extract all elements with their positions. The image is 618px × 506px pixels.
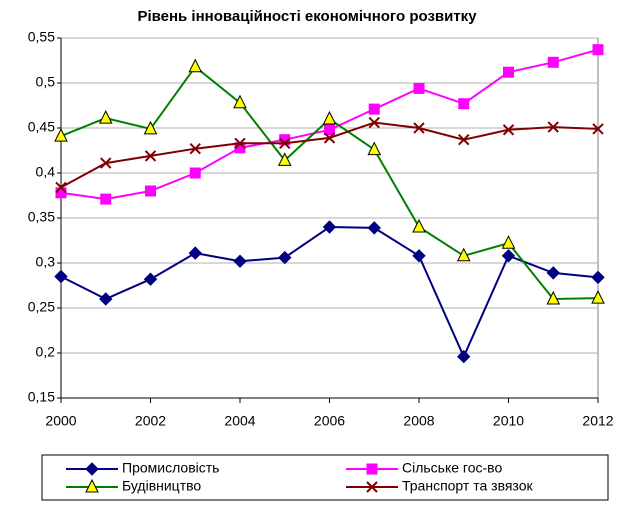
x-tick-label: 2004 <box>224 413 255 429</box>
marker <box>456 247 471 262</box>
marker <box>502 124 515 136</box>
y-tick-label: 0,25 <box>28 299 55 315</box>
marker <box>188 58 203 73</box>
legend-label: Сільське гос-во <box>402 460 502 476</box>
marker <box>547 56 559 68</box>
marker <box>546 290 561 305</box>
y-tick-label: 0,45 <box>28 119 55 135</box>
legend-label: Промисловість <box>122 460 219 476</box>
marker <box>55 187 67 199</box>
marker <box>591 270 605 285</box>
marker <box>324 124 335 136</box>
marker <box>458 98 470 110</box>
marker <box>98 109 113 124</box>
legend <box>41 454 609 501</box>
marker <box>189 142 201 155</box>
marker <box>323 132 336 144</box>
legend-label: Транспорт та звязок <box>402 478 533 494</box>
y-tick-label: 0,2 <box>36 344 56 360</box>
marker <box>99 292 113 306</box>
chart-title: Рівень інноваційності економічного розви… <box>137 8 477 25</box>
x-tick-label: 2000 <box>45 413 76 429</box>
marker <box>592 44 604 56</box>
marker <box>54 269 68 284</box>
marker <box>322 220 337 234</box>
marker <box>366 481 378 493</box>
marker <box>277 152 292 166</box>
marker <box>501 249 516 263</box>
marker <box>188 246 202 260</box>
x-tick-label: 2012 <box>582 413 613 429</box>
marker <box>412 218 426 233</box>
marker <box>501 235 516 249</box>
x-tick-label: 2002 <box>135 413 166 429</box>
y-tick-label: 0,15 <box>28 389 55 405</box>
marker <box>234 137 246 150</box>
marker <box>547 121 559 133</box>
marker <box>279 137 291 150</box>
marker <box>413 122 425 134</box>
marker <box>368 103 380 115</box>
marker <box>143 272 158 286</box>
x-tick-label: 2006 <box>314 413 345 429</box>
marker <box>368 116 380 129</box>
marker <box>413 82 425 94</box>
marker <box>503 66 514 78</box>
y-tick-label: 0,5 <box>36 74 56 90</box>
x-tick-label: 2008 <box>403 413 434 429</box>
marker <box>233 94 247 109</box>
marker <box>457 349 471 364</box>
y-tick-label: 0,55 <box>28 29 55 45</box>
marker <box>367 221 381 235</box>
marker <box>55 181 67 194</box>
marker <box>145 185 156 197</box>
marker <box>100 157 112 169</box>
marker <box>54 127 68 142</box>
marker <box>278 250 292 265</box>
marker <box>322 110 337 125</box>
marker <box>366 463 378 475</box>
marker <box>546 266 560 280</box>
marker <box>143 120 158 135</box>
marker <box>591 289 605 304</box>
x-tick-label: 2010 <box>493 413 524 429</box>
marker <box>85 478 99 493</box>
marker <box>85 462 99 476</box>
marker <box>412 249 426 263</box>
marker <box>367 141 382 156</box>
y-tick-label: 0,4 <box>36 164 56 180</box>
marker <box>100 193 112 205</box>
legend-label: Будівництво <box>122 478 201 494</box>
marker <box>189 167 201 179</box>
marker <box>458 133 470 146</box>
marker <box>233 254 247 268</box>
marker <box>144 150 157 162</box>
y-tick-label: 0,3 <box>36 254 56 270</box>
y-tick-label: 0,35 <box>28 209 55 225</box>
marker <box>592 123 604 135</box>
